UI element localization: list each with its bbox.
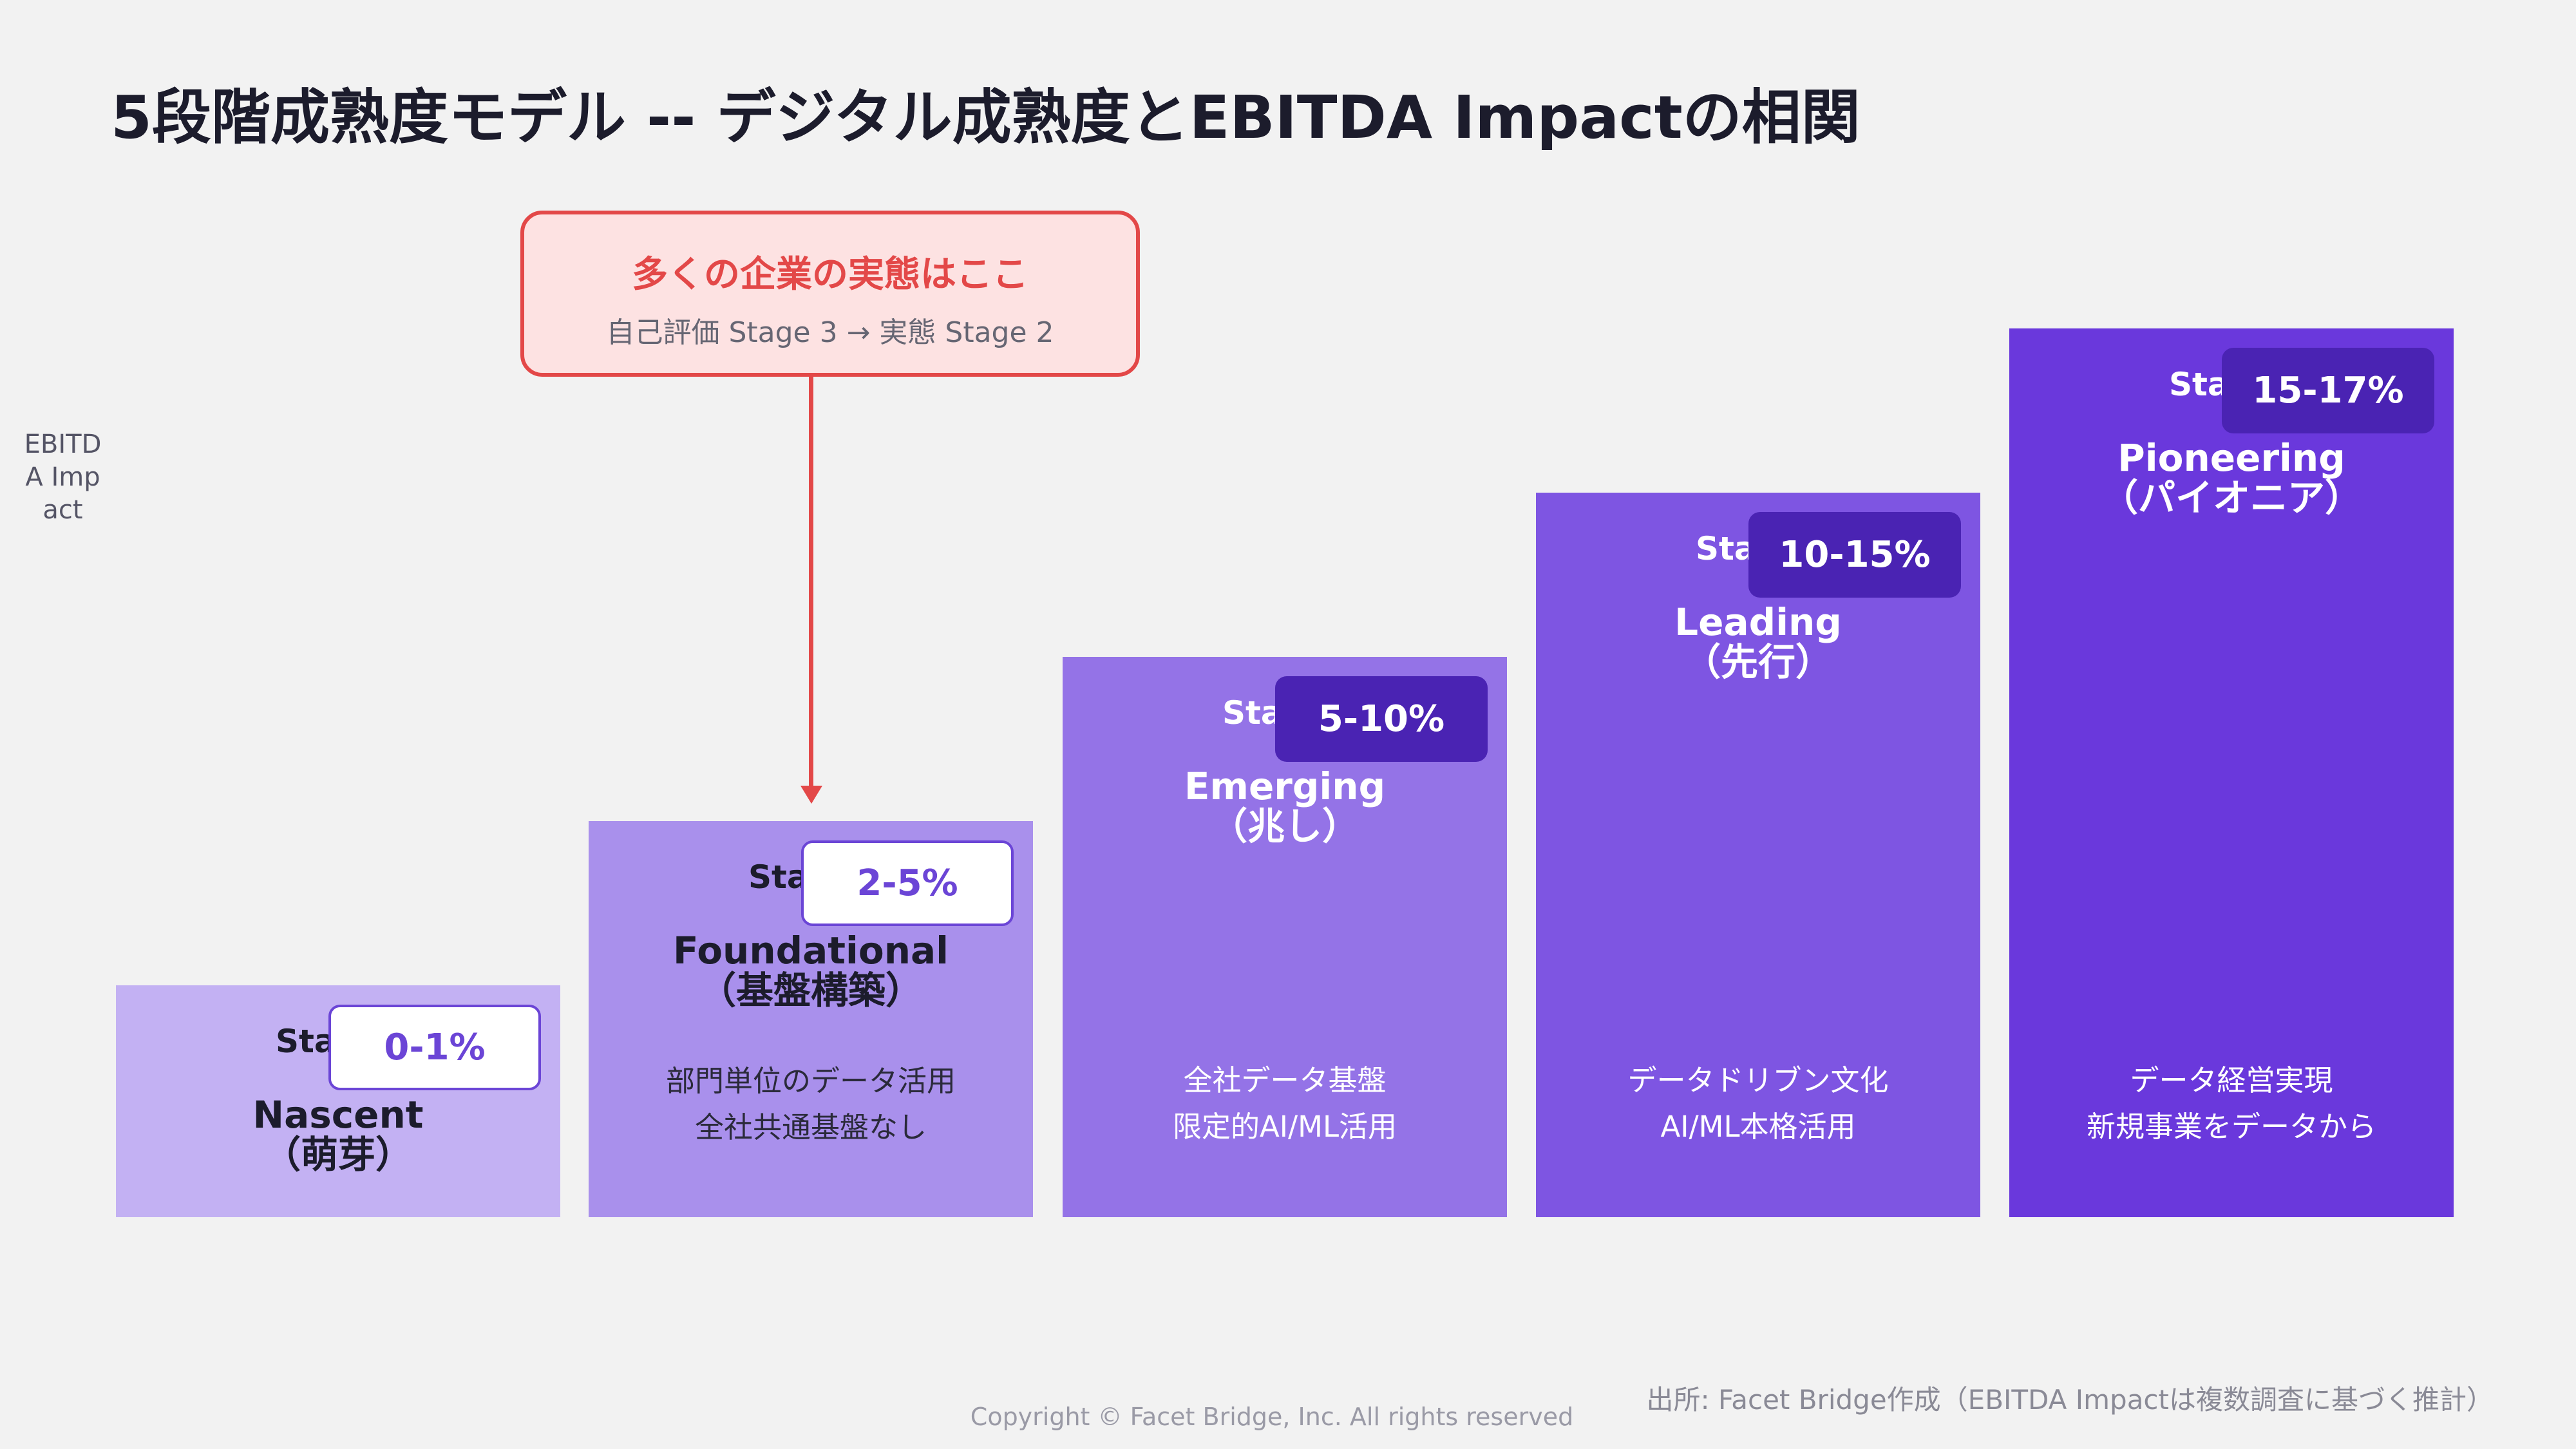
stage-3-block: Sta 5-10% Emerging （兆し） 全社データ基盤 限定的AI/ML… <box>1063 657 1507 1217</box>
stage-2-block: Sta 2-5% Foundational （基盤構築） 部門単位のデータ活用 … <box>589 821 1033 1217</box>
callout-title: 多くの企業の実態はここ <box>632 254 1028 296</box>
stage-4-name: Leading <box>1674 600 1842 644</box>
stage-2-name-ja: （基盤構築） <box>698 969 923 1012</box>
stage-2-desc-line-2: 全社共通基盤なし <box>694 1110 927 1144</box>
callout-arrow-head <box>800 786 822 804</box>
stage-5-name: Pioneering <box>2117 436 2345 480</box>
stage-1-name: Nascent <box>252 1093 424 1137</box>
stage-4-desc-line-1: データドリブン文化 <box>1627 1063 1889 1097</box>
stage-2-name: Foundational <box>672 929 949 972</box>
stage-4-name-ja: （先行） <box>1683 640 1833 684</box>
stage-1-impact-badge: 0-1% <box>328 1005 541 1090</box>
stage-5-impact-badge: 15-17% <box>2222 348 2434 433</box>
stage-4-block: Sta 10-15% Leading （先行） データドリブン文化 AI/ML本… <box>1536 493 1980 1217</box>
stage-3-prefix: Sta <box>1222 694 1283 732</box>
stage-3-impact-badge: 5-10% <box>1275 676 1488 762</box>
stage-2-impact-badge: 2-5% <box>801 840 1014 926</box>
stage-4-desc-line-2: AI/ML本格活用 <box>1660 1110 1856 1144</box>
source-note: 出所: Facet Bridge作成（EBITDA Impactは複数調査に基づ… <box>1646 1384 2494 1416</box>
stage-2-prefix: Sta <box>748 858 809 896</box>
stage-5-desc-line-2: 新規事業をデータから <box>2086 1110 2376 1144</box>
callout-subtitle: 自己評価 Stage 3 → 実態 Stage 2 <box>606 316 1054 349</box>
copyright: Copyright © Facet Bridge, Inc. All right… <box>970 1403 1574 1431</box>
page-title: 5段階成熟度モデル -- デジタル成熟度とEBITDA Impactの相関 <box>111 83 1861 152</box>
stage-5-block: Sta 15-17% Pioneering （パイオニア） データ経営実現 新規… <box>2009 328 2454 1217</box>
stage-3-name-ja: （兆し） <box>1209 804 1359 848</box>
y-axis-label: EBITDA Impact <box>24 430 102 525</box>
stage-1-prefix: Sta <box>276 1023 336 1060</box>
stage-5-desc-line-1: データ経営実現 <box>2130 1063 2333 1097</box>
callout-arrow-line <box>809 368 813 793</box>
stage-1-name-ja: （萌芽） <box>263 1133 413 1177</box>
stage-3-name: Emerging <box>1184 764 1386 808</box>
callout-box: 多くの企業の実態はここ 自己評価 Stage 3 → 実態 Stage 2 <box>520 211 1140 377</box>
stage-5-prefix: Sta <box>2169 366 2230 403</box>
stage-4-impact-badge: 10-15% <box>1748 512 1961 598</box>
stage-3-desc-line-2: 限定的AI/ML活用 <box>1172 1110 1397 1144</box>
stage-5-name-ja: （パイオニア） <box>2100 476 2362 520</box>
stage-3-desc-line-1: 全社データ基盤 <box>1183 1063 1387 1097</box>
stage-4-prefix: Sta <box>1696 530 1756 567</box>
stage-1-block: Sta 0-1% Nascent （萌芽） <box>116 985 560 1217</box>
stage-2-desc-line-1: 部門単位のデータ活用 <box>665 1064 956 1098</box>
